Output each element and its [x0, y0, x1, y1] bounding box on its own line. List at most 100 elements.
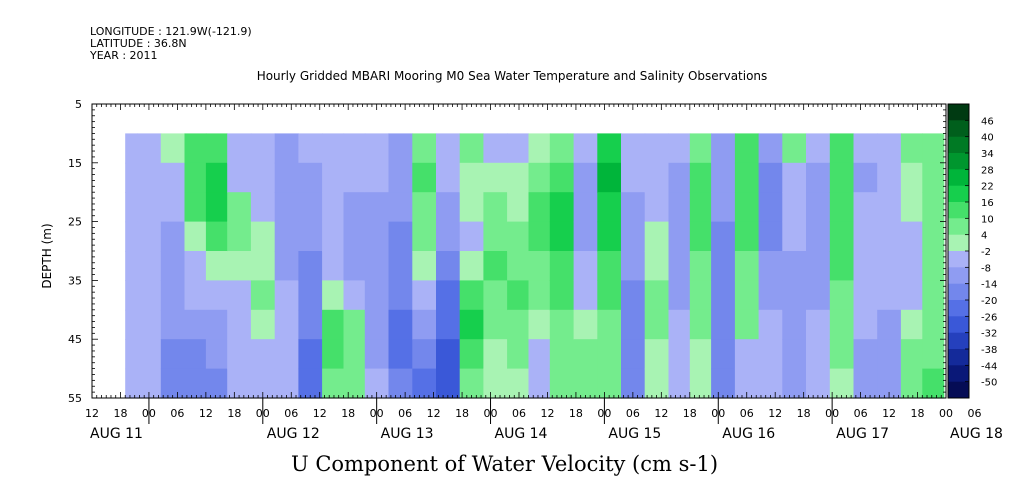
- colorbar-label: -38: [981, 345, 997, 356]
- heatmap-cell: [388, 280, 413, 311]
- heatmap-cell: [853, 162, 878, 193]
- heatmap-cell: [250, 133, 276, 164]
- heatmap-cell: [125, 192, 138, 223]
- heatmap-cell: [782, 251, 807, 281]
- heatmap-cell: [412, 192, 437, 223]
- heatmap-cell: [227, 133, 252, 164]
- heatmap-cell: [388, 368, 413, 399]
- heatmap-cell: [160, 133, 186, 164]
- heatmap-cell: [483, 192, 508, 223]
- heatmap-cell: [877, 309, 902, 340]
- heatmap-cell: [322, 368, 345, 399]
- heatmap-cell: [806, 339, 831, 370]
- heatmap-cell: [668, 309, 691, 340]
- heatmap-cell: [137, 133, 162, 164]
- colorbar-swatch: [948, 349, 969, 366]
- heatmap-cell: [507, 133, 529, 164]
- heatmap-cell: [343, 339, 366, 370]
- heatmap-cell: [528, 280, 551, 311]
- x-tick-label: 12: [199, 407, 213, 420]
- heatmap-cell: [250, 339, 276, 370]
- heatmap-cell: [436, 221, 461, 252]
- heatmap-cell: [364, 192, 390, 223]
- heatmap-cell: [459, 221, 484, 252]
- heatmap-cell: [388, 221, 413, 252]
- heatmap-cell: [573, 221, 598, 252]
- heatmap-cell: [364, 221, 390, 252]
- heatmap-cell: [274, 162, 299, 193]
- heatmap-cell: [668, 192, 691, 223]
- heatmap-cell: [125, 309, 138, 340]
- heatmap-cell: [205, 339, 228, 370]
- heatmap-cell: [644, 368, 669, 399]
- heatmap-cell: [412, 133, 437, 164]
- heatmap-cell: [782, 280, 807, 311]
- heatmap-cell: [364, 162, 390, 193]
- heatmap-cell: [644, 251, 669, 281]
- heatmap-cell: [205, 133, 228, 164]
- colorbar-label: -32: [981, 329, 997, 340]
- heatmap-cell: [205, 309, 228, 340]
- heatmap-cell: [322, 339, 345, 370]
- heatmap-cell: [922, 162, 945, 193]
- heatmap-cell: [621, 251, 646, 281]
- colorbar-label: -2: [981, 247, 991, 258]
- x-tick-label: 06: [626, 407, 640, 420]
- heatmap-cell: [758, 221, 783, 252]
- heatmap-cell: [877, 339, 902, 370]
- heatmap-cell: [528, 192, 551, 223]
- heatmap-cell: [343, 368, 366, 399]
- heatmap-cell: [806, 162, 831, 193]
- colorbar-swatch: [948, 300, 969, 317]
- heatmap-cell: [483, 339, 508, 370]
- colorbar-swatch: [948, 169, 969, 187]
- heatmap-cell: [274, 280, 299, 311]
- heatmap-cell: [734, 280, 760, 311]
- heatmap-cell: [829, 339, 855, 370]
- x-tick-label: 06: [398, 407, 412, 420]
- colorbar-swatch: [948, 332, 969, 350]
- heatmap-cell: [900, 251, 923, 281]
- heatmap-cell: [922, 339, 945, 370]
- heatmap-cell: [298, 192, 323, 223]
- heatmap-cell: [597, 162, 622, 193]
- latitude-text: LATITUDE : 36.8N: [90, 37, 187, 50]
- colorbar-label: -14: [981, 280, 997, 291]
- heatmap-cell: [668, 339, 691, 370]
- heatmap-cell: [573, 251, 598, 281]
- x-tick-label: 18: [911, 407, 925, 420]
- heatmap-cell: [274, 221, 299, 252]
- heatmap-cell: [459, 368, 484, 399]
- heatmap-cell: [298, 133, 323, 164]
- heatmap-cell: [829, 280, 855, 311]
- heatmap-cell: [160, 339, 186, 370]
- heatmap-cell: [734, 251, 760, 281]
- heatmap-cell: [184, 368, 207, 399]
- heatmap-cell: [436, 133, 461, 164]
- x-tick-label: 06: [854, 407, 868, 420]
- heatmap-cell: [782, 221, 807, 252]
- heatmap-cell: [364, 251, 390, 281]
- date-label: AUG 12: [267, 426, 320, 442]
- heatmap-cell: [668, 368, 691, 399]
- heatmap-cell: [528, 221, 551, 252]
- heatmap-cell: [483, 221, 508, 252]
- heatmap-field: [125, 133, 945, 399]
- heatmap-cell: [364, 133, 390, 164]
- heatmap-cell: [160, 368, 186, 399]
- x-tick-label: 18: [227, 407, 241, 420]
- x-tick-label: 06: [740, 407, 754, 420]
- heatmap-cell: [205, 368, 228, 399]
- heatmap-cell: [597, 133, 622, 164]
- heatmap-cell: [549, 221, 575, 252]
- x-tick-label: 12: [313, 407, 327, 420]
- x-tick-label: 18: [683, 407, 697, 420]
- heatmap-cell: [853, 339, 878, 370]
- heatmap-cell: [782, 192, 807, 223]
- heatmap-cell: [668, 251, 691, 281]
- heatmap-cell: [298, 221, 323, 252]
- heatmap-cell: [137, 192, 162, 223]
- heatmap-cell: [528, 251, 551, 281]
- x-tick-label: 00: [939, 407, 953, 420]
- heatmap-cell: [184, 309, 207, 340]
